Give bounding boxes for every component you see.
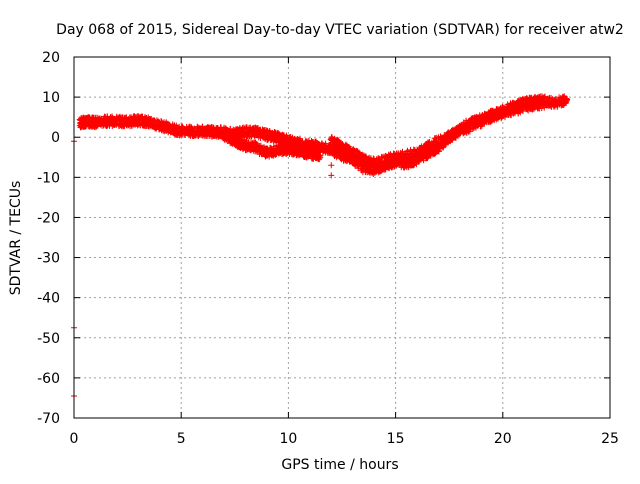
data-point xyxy=(501,114,508,121)
x-tick-label: 0 xyxy=(70,431,79,447)
data-point xyxy=(386,158,393,165)
y-tick-label: -70 xyxy=(37,411,60,427)
data-point xyxy=(427,152,434,159)
x-tick-label: 15 xyxy=(387,431,405,447)
y-tick-label: -60 xyxy=(37,371,60,387)
data-point xyxy=(317,152,324,159)
y-tick-label: -40 xyxy=(37,291,60,307)
x-axis-label: GPS time / hours xyxy=(281,457,398,473)
y-tick-label: 20 xyxy=(42,50,60,66)
data-point xyxy=(314,147,321,154)
data-point xyxy=(316,155,323,162)
data-point xyxy=(542,100,549,107)
data-point xyxy=(445,132,452,139)
y-tick-label: 10 xyxy=(42,90,60,106)
x-tick-label: 5 xyxy=(177,431,186,447)
data-point xyxy=(415,154,422,161)
y-tick-label: 0 xyxy=(51,130,60,146)
data-point xyxy=(289,142,296,149)
y-tick-label: -10 xyxy=(37,170,60,186)
data-point xyxy=(322,140,329,147)
x-tick-label: 20 xyxy=(494,431,512,447)
y-axis-label: SDTVAR / TECUs xyxy=(8,181,24,296)
data-point xyxy=(397,157,404,164)
data-points xyxy=(71,93,571,399)
data-point xyxy=(541,104,548,111)
plot-frame xyxy=(73,56,611,419)
chart-title: Day 068 of 2015, Sidereal Day-to-day VTE… xyxy=(56,22,624,38)
y-tick-label: -30 xyxy=(37,251,60,267)
y-tick-label: -50 xyxy=(37,331,60,347)
data-point xyxy=(430,138,437,145)
data-point xyxy=(328,162,335,169)
data-point xyxy=(487,118,494,125)
data-point xyxy=(392,157,399,164)
data-point xyxy=(452,135,459,142)
data-point xyxy=(328,172,335,179)
x-tick-label: 25 xyxy=(601,431,619,447)
data-point xyxy=(448,134,455,141)
data-point xyxy=(519,108,526,115)
data-point xyxy=(564,96,571,103)
grid-lines xyxy=(74,57,610,418)
x-tick-label: 10 xyxy=(279,431,297,447)
data-point xyxy=(498,115,505,122)
y-tick-label: -20 xyxy=(37,210,60,226)
axis-ticks: 0 5 10 15 20 25 -70 -60 -50 -40 -30 -20 -10 0 10 20 xyxy=(37,50,619,447)
